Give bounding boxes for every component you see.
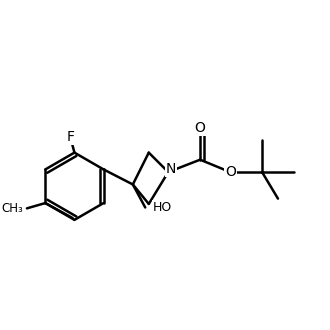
Text: O: O xyxy=(225,165,236,179)
Text: N: N xyxy=(166,162,176,176)
Text: F: F xyxy=(66,130,74,144)
Text: CH₃: CH₃ xyxy=(1,202,23,215)
Text: O: O xyxy=(195,121,206,135)
Text: HO: HO xyxy=(153,201,172,214)
